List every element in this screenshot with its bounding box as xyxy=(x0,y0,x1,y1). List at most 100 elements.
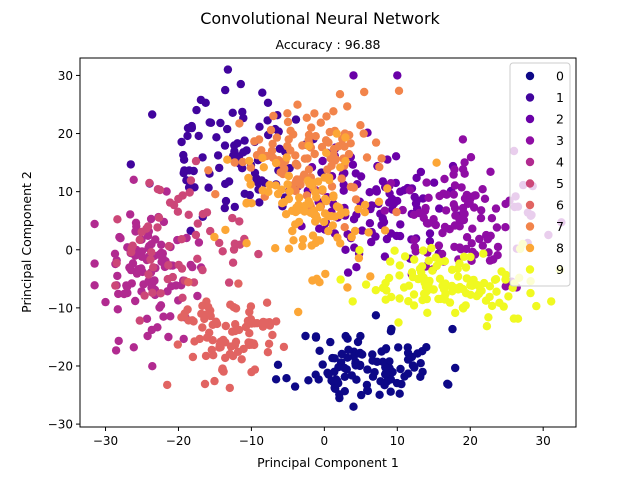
data-point xyxy=(189,317,198,326)
data-point xyxy=(335,203,344,212)
data-point xyxy=(362,153,372,162)
data-point xyxy=(264,187,273,197)
data-point xyxy=(477,206,486,215)
data-point xyxy=(228,213,237,223)
data-point xyxy=(247,367,256,377)
legend-marker xyxy=(525,157,535,167)
data-point xyxy=(205,118,214,127)
data-point xyxy=(450,221,460,230)
data-point xyxy=(221,321,230,331)
legend-marker xyxy=(525,114,535,124)
data-point xyxy=(492,223,502,232)
data-point xyxy=(292,203,301,212)
data-point xyxy=(113,215,122,224)
legend-label: 4 xyxy=(556,155,564,170)
data-point xyxy=(393,71,402,80)
data-point xyxy=(408,361,418,370)
data-point xyxy=(333,376,342,386)
data-point xyxy=(150,276,159,285)
data-point xyxy=(493,242,503,252)
data-point xyxy=(476,213,486,223)
data-point xyxy=(349,402,358,411)
data-point xyxy=(202,208,212,217)
data-point xyxy=(225,383,234,393)
data-point xyxy=(493,251,502,260)
data-point xyxy=(155,250,164,259)
data-point xyxy=(467,239,476,248)
data-point xyxy=(355,246,364,255)
data-point xyxy=(347,232,356,242)
data-point xyxy=(146,255,155,264)
data-point xyxy=(459,208,468,217)
data-point xyxy=(387,292,396,302)
data-point xyxy=(129,175,138,184)
data-point xyxy=(246,180,255,189)
data-point xyxy=(371,311,381,320)
legend-label: 3 xyxy=(556,133,564,148)
data-point xyxy=(315,236,325,245)
data-point xyxy=(221,353,230,363)
data-point xyxy=(413,349,422,358)
data-point xyxy=(238,157,247,167)
data-point xyxy=(264,339,274,348)
data-point xyxy=(440,174,449,184)
data-point xyxy=(304,141,313,151)
data-point xyxy=(254,249,263,259)
data-point xyxy=(343,283,352,292)
data-point xyxy=(483,235,492,244)
data-point xyxy=(480,194,490,203)
data-point xyxy=(263,116,272,125)
data-point xyxy=(228,108,237,118)
data-point xyxy=(365,188,374,197)
data-point xyxy=(154,213,164,222)
data-point xyxy=(135,316,144,325)
data-point xyxy=(378,357,388,366)
data-point xyxy=(336,163,345,172)
data-point xyxy=(266,125,276,135)
data-point xyxy=(285,187,294,196)
data-point xyxy=(310,149,319,159)
data-point xyxy=(215,343,224,352)
data-point xyxy=(429,285,438,294)
data-point xyxy=(183,123,193,133)
chart-title: Accuracy : 96.88 xyxy=(275,37,380,52)
data-point xyxy=(427,243,436,253)
data-point xyxy=(363,365,372,374)
data-point xyxy=(346,182,356,192)
data-point xyxy=(206,226,215,236)
data-point xyxy=(432,158,441,167)
data-point xyxy=(457,183,466,192)
data-point xyxy=(311,188,320,197)
legend-marker xyxy=(525,200,535,210)
data-point xyxy=(230,158,239,167)
data-point xyxy=(191,156,201,166)
data-point xyxy=(429,178,439,187)
data-point xyxy=(334,363,343,372)
series-8 xyxy=(210,129,441,317)
data-point xyxy=(395,261,404,270)
data-point xyxy=(131,218,141,227)
data-point xyxy=(311,211,321,220)
data-point xyxy=(479,249,488,258)
data-point xyxy=(269,111,278,121)
data-point xyxy=(320,209,330,218)
data-point xyxy=(450,165,459,174)
data-point xyxy=(501,223,510,232)
data-point xyxy=(358,350,367,359)
data-point xyxy=(403,355,413,364)
data-point xyxy=(298,235,308,244)
data-point xyxy=(173,340,182,349)
data-point xyxy=(487,301,497,311)
data-point xyxy=(418,295,427,305)
data-point xyxy=(450,181,460,190)
data-point xyxy=(204,166,213,175)
data-point xyxy=(271,181,280,190)
data-point xyxy=(375,162,384,172)
data-point xyxy=(419,246,428,255)
data-point xyxy=(336,239,345,248)
x-tick-label: −10 xyxy=(239,434,264,448)
data-point xyxy=(115,232,124,242)
data-point xyxy=(461,301,470,310)
data-point xyxy=(119,289,129,299)
data-point xyxy=(145,178,154,188)
